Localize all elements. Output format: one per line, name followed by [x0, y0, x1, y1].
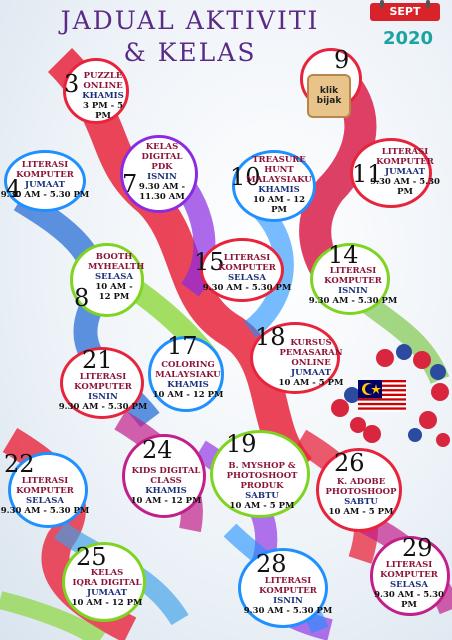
event-day-17: 17 — [167, 332, 198, 360]
event-bubble — [60, 347, 144, 419]
year-label: 2020 — [382, 28, 434, 49]
event-bubble — [120, 135, 198, 213]
event-bubble — [63, 58, 129, 124]
event-details: LITERASI KOMPUTER JUMAAT 9.30 AM - 5.30 PM — [370, 147, 440, 197]
event-details: PUZZLE ONLINE KHAMIS 3 PM - 5 PM — [82, 71, 124, 121]
calendar-month-badge: SEPT — [370, 0, 440, 21]
event-details: LITERASI KOMPUTER SELASA 9.30 AM - 5.30 PM — [202, 253, 292, 293]
event-day-10: 10 — [230, 163, 261, 191]
event-day-8: 8 — [74, 284, 90, 312]
event-bubble — [8, 452, 88, 528]
malaysia-flag-icon — [358, 380, 406, 412]
event-day-15: 15 — [194, 248, 225, 276]
event-bubble — [122, 434, 206, 518]
event-day-7: 7 — [122, 170, 138, 198]
event-day-9: 9 — [334, 46, 350, 74]
event-bubble — [232, 150, 316, 222]
event-details: LITERASI KOMPUTER ISNIN 9.30 AM - 5.30 PM — [58, 372, 148, 412]
event-bubble — [350, 138, 432, 208]
event-bubble — [200, 238, 284, 302]
event-bubble — [250, 322, 340, 394]
event-day-21: 21 — [82, 346, 113, 374]
event-day-25: 25 — [76, 543, 107, 571]
event-day-29: 29 — [402, 534, 433, 562]
event-bubble — [70, 243, 144, 317]
event-details: KIDS DIGITAL CLASS KHAMIS 10 AM - 12 PM — [130, 466, 202, 506]
page-subtitle: & KELAS — [123, 38, 257, 67]
event-bubble — [316, 448, 402, 532]
event-details: KELAS IQRA DIGITAL JUMAAT 10 AM - 12 PM — [71, 568, 143, 608]
event-details: K. ADOBE PHOTOSHOOP SABTU 10 AM - 5 PM — [325, 477, 397, 517]
event-day-22: 22 — [4, 450, 35, 478]
event-day-24: 24 — [142, 436, 173, 464]
event-day-14: 14 — [328, 241, 359, 269]
event-details: KELAS DIGITAL PDK ISNIN 9.30 AM -11.30 AM — [138, 142, 186, 202]
page-title: JADUAL AKTIVITI — [60, 6, 320, 35]
event-bubble — [310, 243, 390, 315]
event-details: LITERASI KOMPUTER SELASA 9.30 AM - 5.30 PM — [374, 560, 444, 610]
event-details: LITERASI KOMPUTER JUMAAT 9.30 AM - 5.30 PM — [0, 160, 90, 200]
event-details: TREASURE HUNT MALAYSIAKU KHAMIS 10 AM - 12 … — [246, 155, 312, 215]
event-details: COLORING MALAYSIAKU KHAMIS 10 AM - 12 PM — [152, 360, 224, 400]
event-day-11: 11 — [352, 160, 383, 188]
event-details: BOOTH MYHEALTH SELASA 10 AM -12 PM — [88, 252, 145, 302]
event-day-19: 19 — [226, 430, 257, 458]
event-details: LITERASI KOMPUTER SELASA 9.30 AM - 5.30 PM — [0, 476, 90, 516]
event-day-4: 4 — [6, 175, 22, 203]
event-bubble — [4, 150, 86, 212]
event-bubble — [62, 542, 146, 622]
event-day-26: 26 — [334, 449, 365, 477]
event-details: B. MYSHOP & PHOTOSHOOT PRODUK SABTU 10 AM … — [226, 461, 298, 511]
event-details: LITERASI KOMPUTER ISNIN 9.30 AM - 5.30 PM — [308, 266, 398, 306]
event-bubble — [210, 430, 310, 518]
event-bubble — [238, 548, 328, 628]
event-day-28: 28 — [256, 550, 287, 578]
event-day-18: 18 — [255, 323, 286, 351]
event-bubble — [148, 336, 224, 412]
event-day-3: 3 — [64, 70, 80, 98]
event-details: KURSUS PEMASARAN ONLINE JUMAAT 10 AM - 5 P… — [278, 338, 344, 388]
event-details: LITERASI KOMPUTER ISNIN 9.30 AM - 5.30 PM — [243, 576, 333, 616]
klik-bijak-logo: klik bijak — [309, 76, 349, 116]
event-bubble — [370, 536, 450, 616]
